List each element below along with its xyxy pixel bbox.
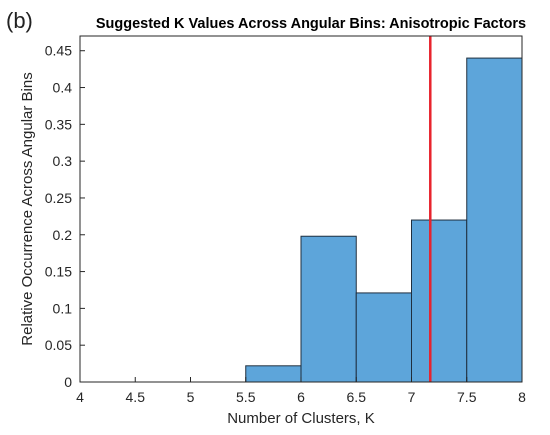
x-tick-label: 4	[76, 389, 84, 405]
x-axis-title: Number of Clusters, K	[227, 410, 375, 427]
panel-label: (b)	[6, 8, 33, 33]
x-tick-label: 5	[187, 389, 195, 405]
y-tick-label: 0.05	[45, 337, 72, 353]
y-tick-label: 0	[64, 374, 72, 390]
y-axis-ticks: 0 0.05 0.1 0.15 0.2 0.25 0.3 0.35 0.4 0.45	[45, 43, 85, 390]
x-tick-label: 4.5	[126, 389, 146, 405]
x-tick-label: 8	[518, 389, 526, 405]
y-axis-title: Relative Occurrence Across Angular Bins	[19, 72, 36, 345]
x-tick-label: 6.5	[347, 389, 367, 405]
x-axis-ticks: 4 4.5 5 5.5 6 6.5 7 7.5 8	[76, 377, 526, 405]
x-tick-label: 5.5	[236, 389, 256, 405]
y-tick-label: 0.1	[53, 300, 73, 316]
histogram-bar	[355, 292, 412, 383]
y-tick-label: 0.3	[53, 153, 73, 169]
x-tick-label: 7	[408, 389, 416, 405]
y-tick-label: 0.2	[53, 227, 73, 243]
chart-title: Suggested K Values Across Angular Bins: …	[96, 16, 526, 32]
y-tick-label: 0.4	[53, 80, 73, 96]
histogram-bar	[411, 219, 468, 383]
y-tick-label: 0.45	[45, 43, 72, 59]
y-tick-label: 0.15	[45, 264, 72, 280]
bars-group	[245, 57, 523, 383]
histogram-bar	[466, 57, 523, 383]
x-tick-label: 6	[297, 389, 305, 405]
histogram-bar	[245, 365, 302, 383]
histogram-bar	[300, 235, 357, 383]
y-tick-label: 0.35	[45, 116, 72, 132]
y-tick-label: 0.25	[45, 190, 72, 206]
x-tick-label: 7.5	[457, 389, 477, 405]
